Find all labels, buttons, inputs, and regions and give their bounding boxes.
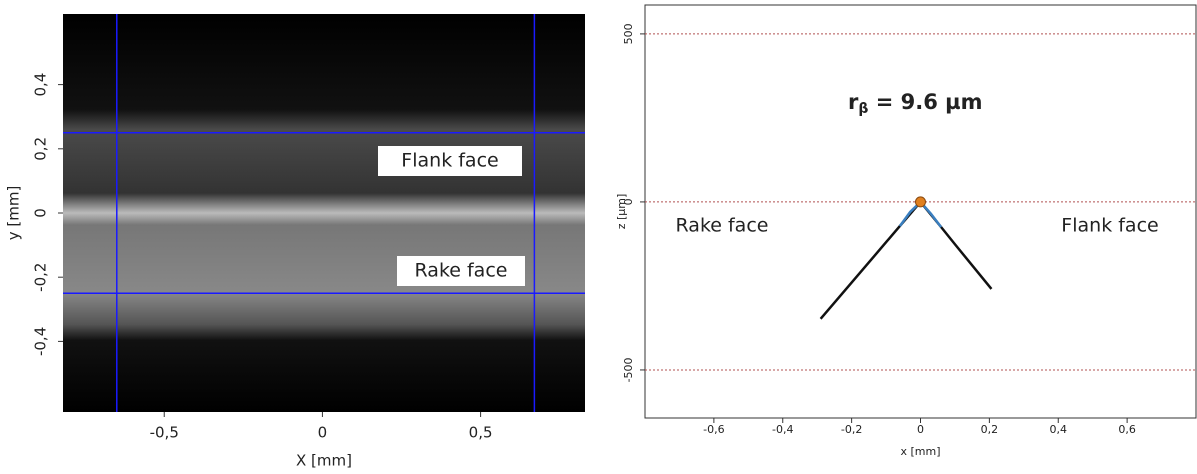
x-axis-label: X [mm] [296, 452, 352, 470]
annotation: Flank face [1061, 215, 1158, 237]
radius-label: rβ = 9.6 µm [848, 90, 982, 117]
y-tick-label: 0 [32, 208, 50, 218]
radius-text: = 9.6 µm [868, 90, 982, 114]
micrograph [63, 14, 585, 412]
y-tick-label: 0,4 [32, 73, 50, 97]
annotation: Flank face [401, 150, 498, 172]
y-axis-label: z [µm] [615, 194, 628, 230]
y-tick-label: -0,2 [32, 263, 50, 292]
label-box [397, 256, 525, 286]
annotations: Flank face Rake face Rake face Flank fac… [378, 90, 1159, 286]
x-tick-label: 0,4 [1050, 423, 1068, 436]
radius-subscript: β [858, 101, 868, 117]
annotation: Rake face [415, 260, 508, 282]
radius-symbol: r [848, 90, 859, 114]
x-tick-label: -0,5 [150, 424, 179, 442]
y-tick-label: 500 [622, 23, 635, 44]
x-tick-label: -0,6 [703, 423, 724, 436]
annotation: Rake face [676, 215, 769, 237]
x-axis-label: x [mm] [900, 445, 940, 458]
apex-marker [915, 196, 926, 208]
y-tick-label: 0,2 [32, 137, 50, 161]
x-tick-label: -0,4 [772, 423, 793, 436]
x-tick-label: 0 [318, 424, 328, 442]
x-tick-label: 0,5 [469, 424, 493, 442]
label-box [378, 146, 522, 176]
x-tick-label: 0,2 [981, 423, 999, 436]
y-tick-label: -0,4 [32, 327, 50, 356]
x-tick-label: 0 [917, 423, 924, 436]
x-tick-label: 0,6 [1118, 423, 1136, 436]
x-tick-label: -0,2 [841, 423, 862, 436]
y-tick-label: 0 [622, 198, 635, 205]
y-tick-label: -500 [622, 357, 635, 382]
plot-frame [644, 4, 1197, 419]
y-axis-label: y [mm] [5, 186, 23, 241]
